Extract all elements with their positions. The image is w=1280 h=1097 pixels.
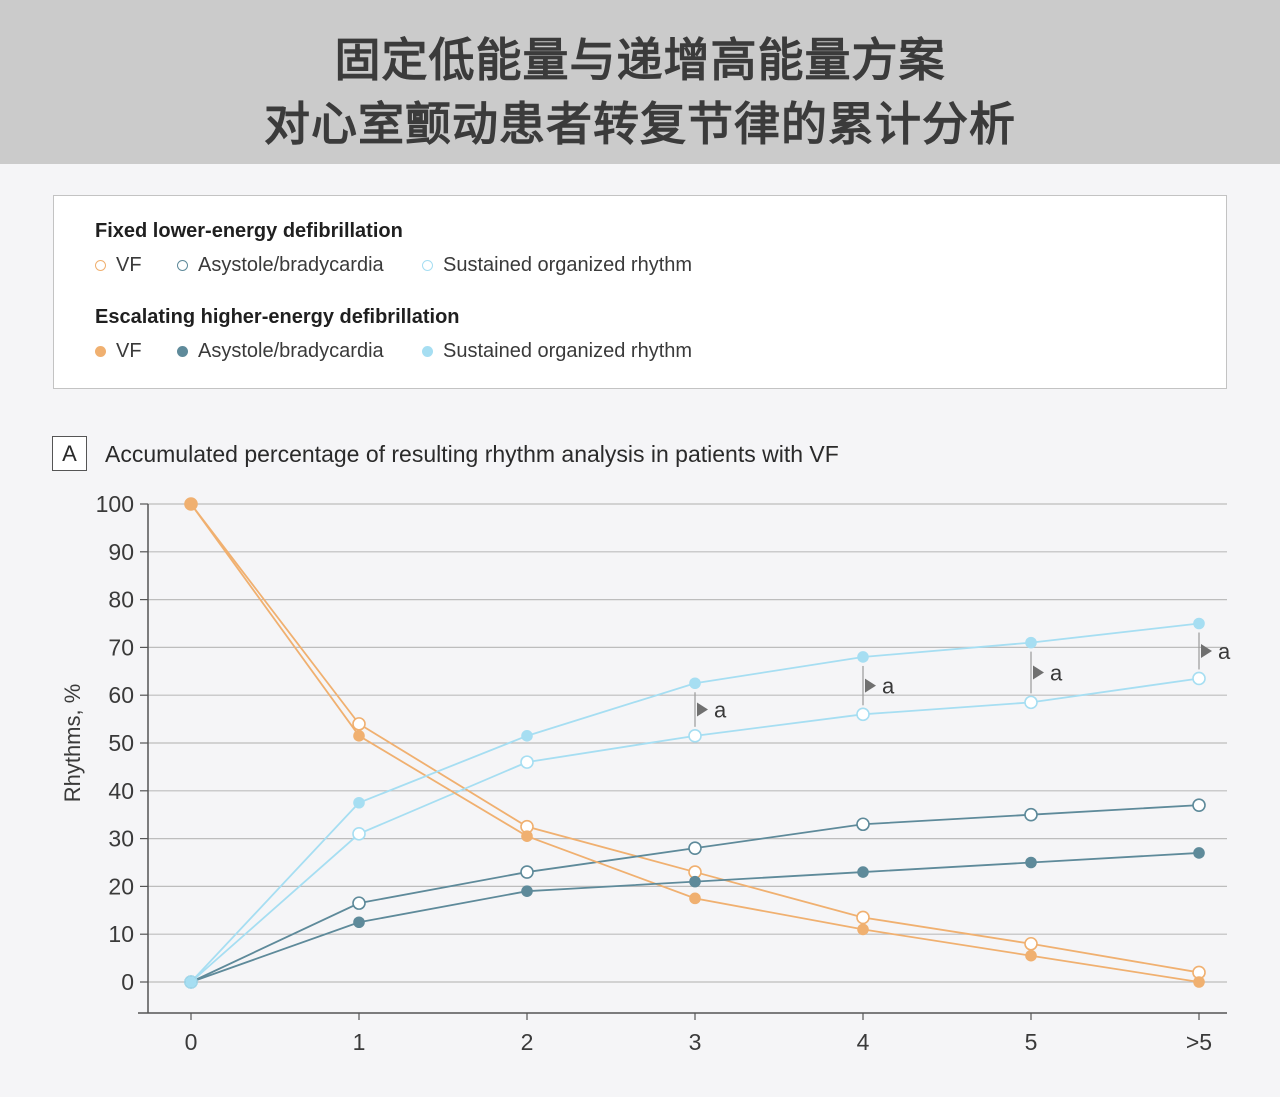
significance-flag-icon <box>697 702 708 717</box>
legend-item-fixed-vf: VF <box>95 254 142 277</box>
data-point <box>520 755 534 769</box>
data-point <box>857 923 869 936</box>
legend-box: Fixed lower-energy defibrillation VF Asy… <box>53 195 1227 389</box>
data-point <box>856 817 870 832</box>
legend-group-escalating-title: Escalating higher-energy defibrillation <box>95 306 460 328</box>
data-point <box>688 729 702 743</box>
data-point <box>856 910 870 925</box>
data-point <box>521 885 533 897</box>
data-point <box>689 677 701 690</box>
data-point <box>520 865 534 879</box>
panel-letter: A <box>52 436 87 471</box>
data-point <box>1024 807 1038 822</box>
y-tick-label: 80 <box>108 587 134 613</box>
data-point <box>688 841 702 855</box>
data-point <box>1024 936 1038 951</box>
legend-item-escalating-asystole: Asystole/bradycardia <box>177 340 384 363</box>
x-tick-label: 1 <box>353 1029 366 1055</box>
data-point <box>353 916 365 929</box>
data-point <box>185 976 197 988</box>
legend-item-escalating-organized: Sustained organized rhythm <box>422 340 692 363</box>
y-tick-label: 0 <box>121 969 134 995</box>
data-point <box>1193 617 1205 630</box>
y-tick-label: 10 <box>108 921 134 947</box>
filled-circle-marker-icon <box>422 346 433 357</box>
open-circle-marker-icon <box>177 260 188 271</box>
legend-label: Asystole/bradycardia <box>198 254 384 276</box>
open-circle-marker-icon <box>422 260 433 271</box>
y-tick-label: 90 <box>108 539 134 565</box>
legend-item-escalating-vf: VF <box>95 340 142 363</box>
y-tick-label: 40 <box>108 778 134 804</box>
x-tick-label: 4 <box>857 1029 870 1055</box>
legend-label: Sustained organized rhythm <box>443 340 693 362</box>
page-title-line-2: 对心室颤动患者转复节律的累计分析 <box>264 97 1016 151</box>
filled-circle-marker-icon <box>177 346 188 357</box>
significance-flag-icon <box>1201 643 1212 658</box>
y-tick-label: 30 <box>108 826 134 852</box>
y-tick-label: 50 <box>108 730 134 756</box>
data-point <box>352 827 366 841</box>
data-point <box>1193 976 1205 988</box>
panel-title: Accumulated percentage of resulting rhyt… <box>105 441 839 467</box>
data-point <box>1025 636 1037 649</box>
data-point <box>1025 856 1037 869</box>
data-point <box>1024 695 1038 710</box>
data-point <box>689 892 701 905</box>
data-point <box>352 717 366 731</box>
data-point <box>1025 949 1037 962</box>
x-tick-label: 5 <box>1025 1029 1038 1055</box>
annotation-label: a <box>882 674 895 699</box>
y-tick-label: 20 <box>108 873 134 899</box>
legend-label: VF <box>116 340 142 362</box>
x-tick-label: 3 <box>689 1029 702 1055</box>
data-point <box>1193 847 1205 859</box>
y-tick-label: 60 <box>108 682 134 708</box>
data-point <box>521 730 533 742</box>
filled-circle-marker-icon <box>95 346 106 357</box>
annotation-label: a <box>714 698 727 723</box>
y-tick-label: 100 <box>96 491 134 517</box>
significance-flag-icon <box>1033 665 1044 680</box>
data-point <box>353 730 365 742</box>
legend-group-fixed-title: Fixed lower-energy defibrillation <box>95 220 403 242</box>
x-tick-label: 2 <box>521 1029 534 1055</box>
legend-item-fixed-organized: Sustained organized rhythm <box>422 254 692 277</box>
page-title-line-1: 固定低能量与递增高能量方案 <box>334 33 946 87</box>
data-point <box>857 866 869 878</box>
data-point <box>521 830 533 843</box>
significance-flag-icon <box>865 678 876 693</box>
data-point <box>689 875 701 888</box>
legend-label: Sustained organized rhythm <box>443 254 693 276</box>
page-header: 固定低能量与递增高能量方案 对心室颤动患者转复节律的累计分析 <box>0 0 1280 164</box>
data-point <box>352 896 366 910</box>
data-point <box>1192 798 1206 812</box>
data-point <box>353 796 365 809</box>
annotation-label: a <box>1050 660 1063 685</box>
data-point <box>857 651 869 663</box>
data-point <box>1192 671 1206 686</box>
legend-label: VF <box>116 254 142 276</box>
y-tick-label: 70 <box>108 634 134 660</box>
x-tick-label: >5 <box>1186 1029 1212 1055</box>
data-point <box>185 498 197 510</box>
annotation-label: a <box>1218 639 1231 664</box>
data-point <box>856 707 870 722</box>
x-tick-label: 0 <box>185 1029 198 1055</box>
legend-label: Asystole/bradycardia <box>198 340 384 362</box>
open-circle-marker-icon <box>95 260 106 271</box>
legend-item-fixed-asystole: Asystole/bradycardia <box>177 254 384 277</box>
y-axis-label: Rhythms, % <box>60 684 85 803</box>
